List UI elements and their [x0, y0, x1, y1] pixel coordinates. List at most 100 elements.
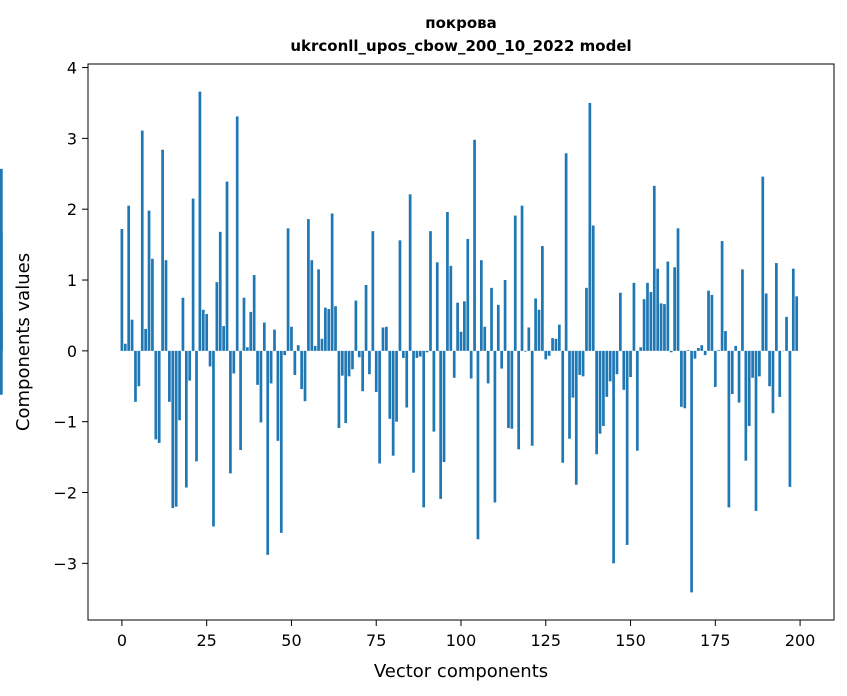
bar-171 [700, 345, 704, 351]
bar-142 [602, 350, 605, 426]
bar-50 [290, 326, 293, 351]
bar-166 [683, 350, 687, 409]
y-tick-label: −1 [53, 413, 77, 432]
bar-8 [147, 210, 151, 351]
bar-71 [361, 350, 365, 392]
bar-193 [775, 263, 778, 351]
y-axis-label: Components values [13, 253, 34, 431]
bar-153 [639, 347, 643, 351]
bar-154 [642, 299, 646, 351]
x-tick-label: 125 [530, 631, 561, 650]
bar-45 [273, 329, 276, 351]
bar-6 [140, 130, 144, 351]
bar-72 [364, 284, 368, 351]
bar-36 [242, 297, 246, 351]
bar-99 [456, 302, 459, 351]
bar-156 [649, 292, 653, 351]
bar-69 [354, 300, 358, 351]
bar-155 [646, 282, 649, 351]
bar-150 [629, 350, 632, 378]
bar-128 [554, 338, 558, 351]
bar-88 [418, 350, 422, 357]
bar-145 [612, 350, 615, 564]
bar-178 [724, 331, 727, 351]
bar-116 [513, 215, 517, 351]
bar-80 [391, 350, 395, 456]
bar-10 [154, 350, 158, 440]
bar-11 [157, 350, 161, 443]
bar-132 [568, 350, 571, 439]
bar-66 [344, 350, 348, 424]
bar-79 [388, 350, 392, 419]
bar-84 [405, 350, 409, 408]
bar-119 [524, 350, 527, 352]
bar-143 [605, 350, 609, 397]
bar-152 [635, 350, 639, 451]
bar-122 [534, 298, 537, 351]
y-tick-label: 2 [67, 200, 77, 219]
bar-73 [368, 350, 371, 375]
bar-131 [564, 153, 568, 351]
bar-34 [235, 116, 239, 351]
bar-159 [659, 303, 663, 351]
bar-57 [313, 345, 317, 351]
bar-187 [754, 350, 758, 511]
bar-2 [127, 205, 131, 351]
bar-31 [225, 181, 229, 351]
bar-95 [442, 350, 446, 463]
x-axis-label: Vector components [374, 661, 548, 682]
bar-19 [184, 350, 188, 488]
bar-7 [144, 328, 147, 351]
bar-198 [791, 268, 795, 351]
x-tick-label: 175 [700, 631, 731, 650]
x-axis-ticks: 0 25 50 75 100 125 150 175 200 [117, 620, 815, 650]
bar-38 [249, 311, 253, 351]
bar-17 [178, 350, 181, 421]
bar-123 [537, 309, 541, 351]
bar-138 [588, 102, 592, 351]
bar-32 [229, 350, 232, 474]
bar-135 [578, 350, 582, 375]
bar-175 [713, 350, 717, 387]
bar-121 [530, 350, 534, 446]
y-tick-label: −2 [53, 484, 77, 503]
bar-44 [269, 350, 273, 384]
bar-15 [171, 350, 175, 509]
bar-28 [215, 282, 219, 351]
bars-group [0, 91, 799, 593]
y-tick-label: 0 [67, 342, 77, 361]
bar-46 [276, 350, 280, 441]
bar-18 [181, 297, 185, 351]
bar-89 [422, 350, 426, 508]
y-tick-label: −3 [53, 554, 77, 573]
bar-162 [669, 350, 673, 353]
bar-144 [608, 350, 612, 382]
x-tick-label: 50 [281, 631, 301, 650]
bar-182 [737, 350, 741, 403]
bar-149 [625, 350, 629, 545]
bar-27 [212, 350, 215, 527]
bar-48 [283, 350, 287, 356]
bar-134 [574, 350, 578, 485]
bar-115 [510, 350, 514, 429]
bar-58 [317, 269, 320, 351]
bar-176 [717, 350, 721, 351]
bar-96 [446, 212, 449, 351]
bar-110 [493, 350, 497, 503]
bar-101 [463, 301, 466, 351]
bar-130 [561, 350, 565, 463]
bar-141 [598, 350, 602, 434]
bar-125 [544, 350, 548, 360]
bar-74 [371, 231, 375, 351]
bar-87 [415, 350, 419, 358]
bar-124 [541, 246, 544, 351]
bar-40 [256, 350, 259, 385]
bar-9 [151, 258, 154, 351]
bar-65 [340, 350, 344, 376]
bar-192 [771, 350, 775, 414]
bar-54 [303, 350, 307, 402]
bar-197 [788, 350, 792, 487]
bar-77 [381, 327, 385, 351]
bar-177 [720, 241, 724, 351]
